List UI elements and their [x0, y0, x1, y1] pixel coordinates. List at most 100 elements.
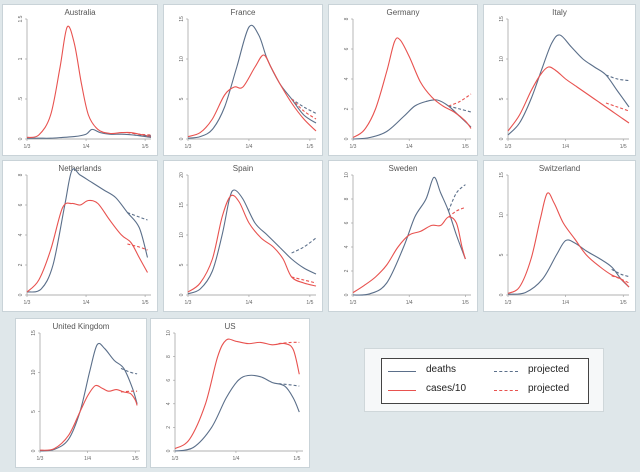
legend-cases-label: cases/10 — [426, 383, 467, 394]
y-tick-label: 15 — [179, 16, 185, 22]
y-tick-label: 4 — [344, 245, 350, 248]
cases-line — [174, 338, 300, 450]
y-tick-label: 0 — [344, 137, 350, 140]
chart-svg: 0 2 4 6 8 1/3 1/4 1/5 — [344, 17, 472, 150]
chart-title: Netherlands — [58, 164, 102, 173]
chart-svg: 0 5 10 15 1/3 1/4 1/5 — [31, 330, 140, 462]
x-tick-label: 1/3 — [185, 300, 192, 306]
projected-line — [120, 390, 138, 393]
projected-line — [605, 74, 630, 82]
chart-title: Australia — [64, 8, 96, 17]
y-tick-label: 10 — [179, 56, 185, 62]
projected-line — [611, 275, 630, 284]
cases-line — [26, 199, 148, 293]
x-tick-label: 1/3 — [24, 144, 31, 150]
y-tick-label: 10 — [344, 172, 350, 178]
y-tick-label: 1 — [18, 57, 24, 60]
x-tick-label: 1/5 — [620, 300, 627, 306]
deaths-line — [352, 99, 472, 140]
x-tick-label: 1/4 — [562, 144, 569, 150]
x-tick-label: 1/4 — [83, 300, 90, 306]
projected-line — [120, 367, 138, 375]
cases-line — [26, 25, 152, 138]
y-tick-label: 1.5 — [18, 15, 24, 22]
x-tick-label: 1/3 — [505, 300, 512, 306]
y-tick-label: 4 — [344, 77, 350, 80]
chart-svg: 0 5 10 15 20 1/3 1/4 1/5 — [179, 172, 317, 306]
deaths-line — [174, 374, 300, 452]
chart-panel: Germany 0 2 4 6 8 1/3 1/4 1/5 — [328, 4, 478, 156]
x-tick-label: 1/3 — [172, 456, 179, 462]
deaths-line — [187, 189, 317, 295]
y-tick-label: 15 — [31, 330, 37, 336]
y-tick-label: 8 — [18, 173, 24, 176]
projected-line — [127, 211, 148, 221]
x-tick-label: 1/5 — [462, 144, 469, 150]
y-tick-label: 5 — [179, 97, 185, 100]
x-tick-label: 1/4 — [83, 144, 90, 150]
y-tick-label: 0 — [499, 137, 505, 140]
y-tick-label: 0 — [179, 293, 185, 296]
legend-cases-projected-line — [494, 390, 518, 391]
chart-panel: Italy 0 5 10 15 1/3 1/4 1/5 — [483, 4, 636, 156]
cases-line — [507, 66, 630, 132]
x-tick-label: 1/4 — [245, 300, 252, 306]
y-tick-label: 5 — [179, 263, 185, 266]
y-tick-label: 2 — [344, 107, 350, 110]
x-tick-label: 1/5 — [293, 456, 300, 462]
deaths-line — [352, 176, 466, 296]
cases-line — [187, 194, 317, 293]
chart-panel: United Kingdom 0 5 10 15 1/3 1/4 1/5 — [15, 318, 147, 468]
chart-title: Germany — [386, 8, 420, 17]
y-tick-label: 6 — [344, 221, 350, 224]
legend-deaths-projected-line — [494, 371, 518, 372]
chart-svg: 0 2 4 6 8 1/3 1/4 1/5 — [18, 168, 151, 306]
chart-svg: 0 2 4 6 8 10 1/3 1/4 1/5 — [344, 172, 471, 306]
x-tick-label: 1/4 — [232, 456, 239, 462]
chart-panel: Spain 0 5 10 15 20 1/3 1/4 1/5 — [163, 160, 323, 312]
x-tick-label: 1/3 — [185, 144, 192, 150]
y-tick-label: 2 — [166, 426, 172, 429]
projected-line — [291, 276, 317, 284]
y-tick-label: 6 — [18, 203, 24, 206]
x-tick-label: 1/5 — [306, 300, 313, 306]
deaths-line — [39, 342, 138, 452]
chart-panel: Sweden 0 2 4 6 8 10 1/3 1/4 1/5 — [328, 160, 478, 312]
y-tick-label: 5 — [31, 410, 37, 413]
x-tick-label: 1/4 — [84, 456, 91, 462]
legend-cases-projected-label: projected — [528, 383, 570, 394]
x-tick-label: 1/3 — [350, 144, 357, 150]
projected-line — [605, 102, 630, 112]
y-tick-label: .5 — [18, 97, 24, 101]
x-tick-label: 1/5 — [142, 300, 149, 306]
cases-line — [39, 384, 138, 451]
cases-line — [187, 54, 317, 138]
chart-svg: 0 5 10 15 1/3 1/4 1/5 — [179, 16, 317, 150]
chart-title: Spain — [232, 164, 254, 173]
projected-line — [291, 98, 317, 120]
y-tick-label: 4 — [166, 402, 172, 405]
x-tick-label: 1/5 — [142, 144, 149, 150]
projected-line — [611, 268, 630, 278]
y-tick-label: 0 — [344, 293, 350, 296]
x-tick-label: 1/3 — [37, 456, 44, 462]
chart-svg: 0 5 10 15 1/3 1/4 1/5 — [499, 16, 630, 150]
chart-title: Italy — [552, 8, 567, 17]
cases-line — [352, 37, 472, 138]
chart-svg: 0 2 4 6 8 10 1/3 1/4 1/5 — [166, 330, 303, 462]
x-tick-label: 1/3 — [24, 300, 31, 306]
y-tick-label: 6 — [166, 379, 172, 382]
y-tick-label: 15 — [499, 172, 505, 178]
y-tick-label: 4 — [18, 233, 24, 236]
x-tick-label: 1/5 — [132, 456, 139, 462]
projected-line — [133, 134, 152, 137]
chart-title: Switzerland — [538, 164, 581, 173]
chart-panel: Netherlands 0 2 4 6 8 1/3 1/4 1/5 — [2, 160, 158, 312]
chart-title: US — [224, 322, 236, 331]
projected-line — [291, 98, 317, 114]
projected-line — [448, 93, 472, 107]
legend-deaths-line — [388, 371, 416, 372]
legend-deaths-projected-label: projected — [528, 364, 570, 375]
x-tick-label: 1/5 — [306, 144, 313, 150]
y-tick-label: 5 — [499, 97, 505, 100]
